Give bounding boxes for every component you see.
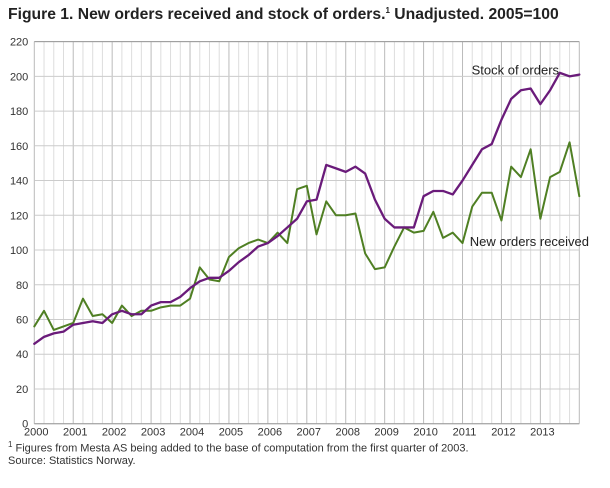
svg-text:2007: 2007	[297, 427, 321, 439]
svg-text:20: 20	[16, 384, 28, 396]
svg-text:120: 120	[10, 210, 28, 222]
svg-text:2013: 2013	[530, 427, 554, 439]
svg-text:40: 40	[16, 349, 28, 361]
svg-text:80: 80	[16, 280, 28, 292]
svg-text:2000: 2000	[24, 427, 48, 439]
svg-text:220: 220	[10, 37, 28, 49]
svg-text:100: 100	[10, 245, 28, 257]
svg-text:2004: 2004	[180, 427, 204, 439]
svg-text:2008: 2008	[335, 427, 359, 439]
svg-text:60: 60	[16, 314, 28, 326]
svg-text:2009: 2009	[374, 427, 398, 439]
svg-text:Stock of orders: Stock of orders	[472, 63, 560, 78]
svg-text:2010: 2010	[413, 427, 437, 439]
svg-text:2011: 2011	[453, 427, 477, 439]
svg-text:2001: 2001	[63, 427, 87, 439]
svg-text:2005: 2005	[219, 427, 243, 439]
svg-text:New orders received: New orders received	[470, 234, 589, 249]
svg-text:2006: 2006	[258, 427, 282, 439]
svg-text:2003: 2003	[141, 427, 165, 439]
svg-text:2012: 2012	[491, 427, 515, 439]
svg-text:200: 200	[10, 71, 28, 83]
svg-text:2002: 2002	[102, 427, 126, 439]
svg-text:160: 160	[10, 141, 28, 153]
svg-text:140: 140	[10, 176, 28, 188]
svg-text:180: 180	[10, 106, 28, 118]
